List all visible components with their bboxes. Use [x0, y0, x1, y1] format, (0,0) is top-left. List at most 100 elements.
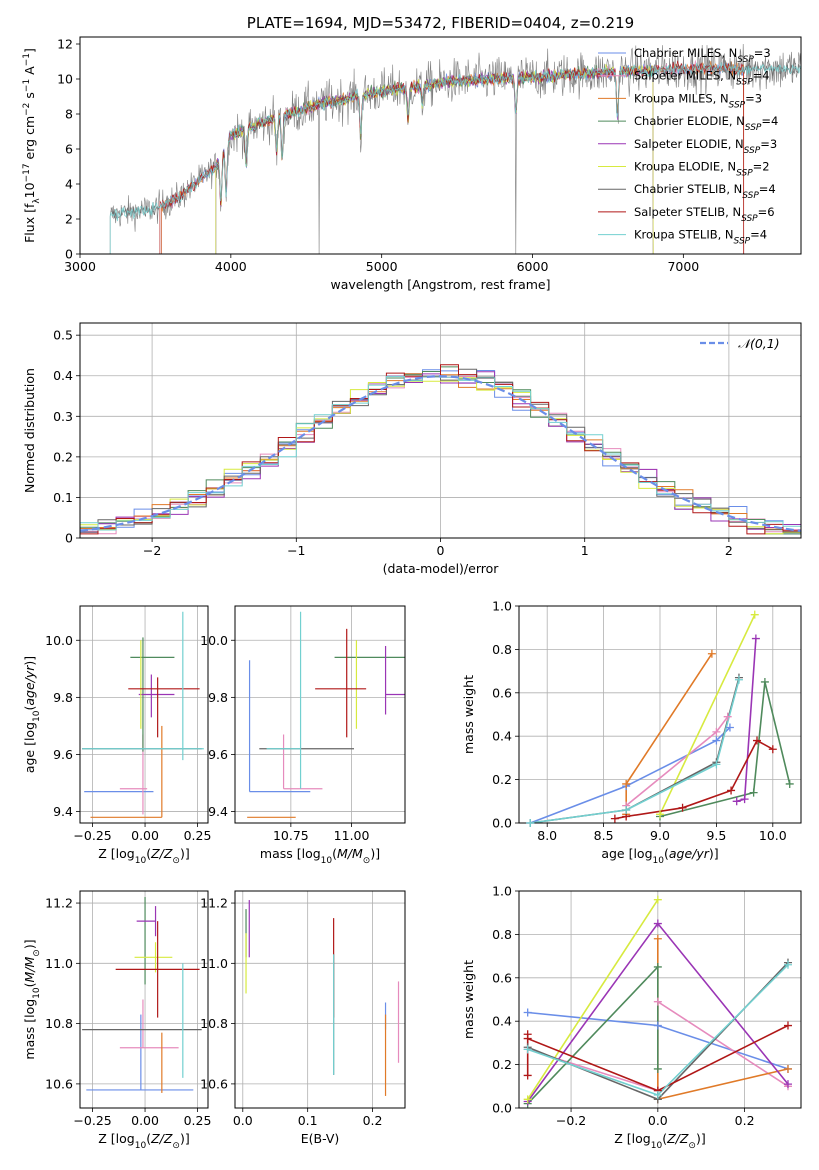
residual-panel: −2 −1 0 1 2 0 0.1 0.2 0.3 0.4 0.5 (data-model)/erro…: [22, 322, 802, 576]
errorbar-point-1: [282, 734, 323, 790]
legend-label: Kroupa MILES, NSSP=3: [634, 91, 762, 110]
weight-marker: [622, 779, 631, 788]
legend-label: Chabrier STELIB, NSSP=4: [634, 182, 776, 201]
weight-marker: [526, 819, 535, 827]
model-spectrum-2: [161, 61, 745, 254]
y-tick-label: 1.0: [492, 884, 512, 899]
age-vs-mass-panel: 10.75 11.00 9.4 9.6 9.8 10.0 mass [log10(M/M⊙)…: [200, 605, 406, 866]
weight-marker: [707, 649, 716, 658]
weight-vs-metallicity-panel: −0.2 0.0 0.2 0.0 0.2 0.4 0.6 0.8 1.0 Z [log10(Z/Z…: [461, 884, 802, 1151]
y-tick-label: 9.8: [53, 690, 73, 705]
weight-marker: [653, 997, 662, 1006]
x-tick-label: −0.25: [73, 1113, 111, 1128]
weight-marker: [523, 1071, 532, 1080]
errorbar-point-4: [138, 674, 175, 718]
y-axis-label: age [log10(age/yr)]: [22, 656, 42, 773]
weight-marker: [783, 960, 792, 969]
weight-marker: [712, 736, 721, 745]
weight-marker: [783, 1064, 792, 1073]
weight-marker: [656, 810, 664, 819]
x-tick-label: 2: [725, 543, 733, 558]
errorbar-point-4: [384, 645, 405, 715]
x-tick-label: 0.00: [131, 1113, 159, 1128]
y-tick-label: 10.8: [200, 1016, 228, 1031]
errorbar-point-4: [136, 906, 157, 937]
errorbar-point-2: [90, 725, 163, 818]
errorbar-point-5: [134, 942, 173, 973]
errorbar-point-8: [82, 611, 204, 761]
y-tick-label: 0.4: [492, 1014, 512, 1029]
axes-frame: [518, 890, 802, 1109]
axes-frame: [79, 890, 209, 1109]
weight-marker: [760, 677, 769, 686]
weight-marker: [725, 723, 734, 732]
y-axis-label: mass weight: [461, 960, 476, 1039]
x-tick-label: 0.1: [298, 1113, 318, 1128]
x-tick-label: 0.2: [735, 1113, 755, 1128]
y-tick-label: 10: [57, 72, 73, 87]
x-tick-label: −0.2: [556, 1113, 586, 1128]
x-tick-label: 5000: [366, 259, 398, 274]
x-tick-label: 10.0: [759, 828, 787, 843]
weight-line-2: [625, 653, 713, 815]
plot-area: [80, 364, 801, 535]
y-tick-label: 0.6: [492, 685, 512, 700]
x-tick-label: 0.25: [184, 828, 212, 843]
y-tick-label: 0.2: [53, 449, 73, 464]
age-vs-metallicity-panel: −0.25 0.00 0.25 9.4 9.6 9.8 10.0 Z [log10(Z/Z⊙)…: [22, 605, 212, 866]
model-spectrum-5: [215, 64, 654, 254]
x-axis-label: Z [log10(Z/Z⊙)]: [98, 846, 189, 866]
x-tick-label: 0.00: [131, 828, 159, 843]
x-axis-label: (data-model)/error: [383, 561, 500, 576]
y-tick-label: 0.3: [53, 409, 73, 424]
model-spectrum-1: [161, 60, 745, 254]
y-tick-label: 0.4: [492, 729, 512, 744]
weight-marker: [610, 814, 619, 823]
y-tick-label: 8: [65, 107, 73, 122]
weight-marker: [712, 727, 721, 736]
y-tick-label: 0.8: [492, 927, 512, 942]
x-tick-label: 0.25: [184, 1113, 212, 1128]
weight-line-5: [659, 614, 756, 815]
x-tick-label: 0: [437, 543, 445, 558]
x-axis-label: Z [log10(Z/Z⊙)]: [614, 1131, 705, 1151]
weight-line-4: [736, 638, 757, 803]
mass-vs-metallicity-panel: −0.25 0.00 0.25 10.6 10.8 11.0 11.2 Z [log10(Z/…: [22, 890, 212, 1151]
errorbar-point-7: [128, 677, 200, 738]
x-tick-label: 10.75: [273, 828, 309, 843]
errorbar-point-0: [248, 660, 311, 793]
y-tick-label: 11.0: [45, 956, 73, 971]
model-spectrum-7: [159, 60, 745, 254]
y-tick-label: 2: [65, 212, 73, 227]
weight-vs-age-panel: 8.0 8.5 9.0 9.5 10.0 0.0 0.2 0.4 0.6 0.8 1.0 age [l…: [461, 599, 802, 866]
x-tick-label: 0.0: [648, 1113, 668, 1128]
weight-marker: [653, 919, 662, 928]
x-tick-label: 8.5: [594, 828, 614, 843]
y-tick-label: 0.0: [492, 816, 512, 831]
y-axis-label: Flux [fλ10−17 erg cm−2 s−1 A−1]: [22, 48, 42, 243]
weight-marker: [712, 760, 721, 769]
x-tick-label: 11.00: [334, 828, 370, 843]
weight-marker: [622, 805, 631, 814]
spectrum-legend: Chabrier MILES, NSSP=3 Salpeter MILES, NS…: [598, 46, 778, 247]
y-tick-label: 0: [65, 247, 73, 262]
plot-area: [82, 897, 202, 1093]
y-tick-label: 10.6: [45, 1076, 73, 1091]
x-tick-label: 6000: [517, 259, 549, 274]
legend-label: Chabrier MILES, NSSP=3: [634, 46, 771, 65]
weight-line-8: [530, 679, 740, 823]
y-tick-label: 0.2: [492, 772, 512, 787]
x-tick-label: 8.0: [537, 828, 557, 843]
weight-marker: [783, 1021, 792, 1030]
weight-marker: [523, 1095, 532, 1104]
weight-marker: [751, 634, 760, 643]
weight-marker: [753, 736, 762, 745]
weight-marker: [653, 1021, 662, 1030]
weight-marker: [653, 962, 662, 971]
y-tick-label: 4: [65, 177, 73, 192]
x-tick-label: 0.2: [363, 1113, 383, 1128]
weight-marker: [523, 1045, 532, 1054]
x-tick-label: 9.0: [650, 828, 670, 843]
x-tick-label: −2: [143, 543, 161, 558]
